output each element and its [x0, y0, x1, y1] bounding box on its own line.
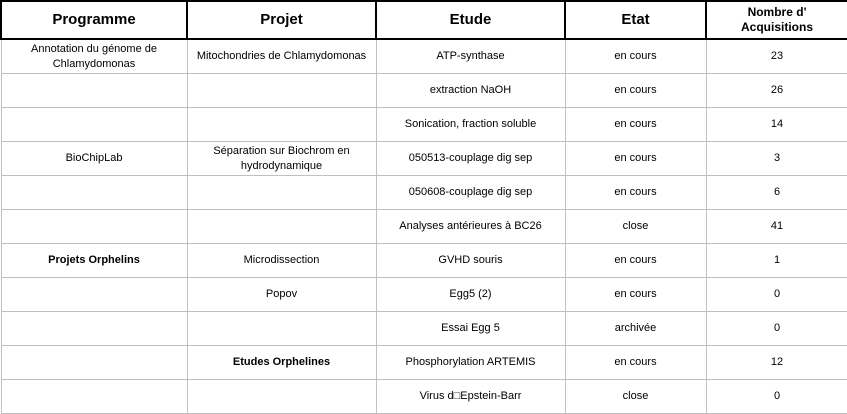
cell-projet [186, 107, 377, 142]
table-row: extraction NaOH en cours 26 [0, 73, 847, 108]
cell-etude: 050513-couplage dig sep [375, 141, 566, 176]
cell-programme [0, 73, 188, 108]
cell-etude: Phosphorylation ARTEMIS [375, 345, 566, 380]
cell-programme [0, 345, 188, 380]
cell-projet [186, 175, 377, 210]
table-row: Essai Egg 5 archivée 0 [0, 311, 847, 346]
cell-etude: GVHD souris [375, 243, 566, 278]
cell-programme [0, 379, 188, 414]
cell-projet: Microdissection [186, 243, 377, 278]
cell-etat: en cours [564, 175, 707, 210]
cell-etude: 050608-couplage dig sep [375, 175, 566, 210]
cell-projet: Popov [186, 277, 377, 312]
cell-acquisitions: 6 [705, 175, 847, 210]
header-row: Programme Projet Etude Etat Nombre d' Ac… [0, 0, 847, 40]
cell-programme [0, 277, 188, 312]
cell-etude: Analyses antérieures à BC26 [375, 209, 566, 244]
cell-acquisitions: 23 [705, 38, 847, 74]
cell-acquisitions: 0 [705, 277, 847, 312]
cell-etude: Essai Egg 5 [375, 311, 566, 346]
cell-acquisitions: 1 [705, 243, 847, 278]
cell-etude: ATP-synthase [375, 38, 566, 74]
cell-etat: en cours [564, 345, 707, 380]
cell-projet: Mitochondries de Chlamydomonas [186, 38, 377, 74]
cell-acquisitions: 26 [705, 73, 847, 108]
table-row: Analyses antérieures à BC26 close 41 [0, 209, 847, 244]
cell-acquisitions: 3 [705, 141, 847, 176]
cell-programme: BioChipLab [0, 141, 188, 176]
cell-projet [186, 379, 377, 414]
cell-etat: en cours [564, 141, 707, 176]
col-header-etat: Etat [564, 0, 707, 40]
col-header-programme: Programme [0, 0, 188, 40]
cell-etat: close [564, 379, 707, 414]
cell-etat: en cours [564, 243, 707, 278]
cell-etude: Sonication, fraction soluble [375, 107, 566, 142]
cell-etat: en cours [564, 73, 707, 108]
cell-etat: en cours [564, 38, 707, 74]
table-body: Annotation du génome de Chlamydomonas Mi… [0, 38, 847, 414]
cell-etat: en cours [564, 107, 707, 142]
table-row: Annotation du génome de Chlamydomonas Mi… [0, 38, 847, 74]
cell-etat: close [564, 209, 707, 244]
cell-projet [186, 311, 377, 346]
table-row: Popov Egg5 (2) en cours 0 [0, 277, 847, 312]
cell-programme [0, 107, 188, 142]
cell-acquisitions: 0 [705, 311, 847, 346]
cell-acquisitions: 0 [705, 379, 847, 414]
table-row: 050608-couplage dig sep en cours 6 [0, 175, 847, 210]
col-header-projet: Projet [186, 0, 377, 40]
cell-projet [186, 73, 377, 108]
cell-programme: Projets Orphelins [0, 243, 188, 278]
cell-etat: en cours [564, 277, 707, 312]
cell-etude: Virus d□Epstein-Barr [375, 379, 566, 414]
table-row: Sonication, fraction soluble en cours 14 [0, 107, 847, 142]
table-header: Programme Projet Etude Etat Nombre d' Ac… [0, 0, 847, 40]
cell-etat: archivée [564, 311, 707, 346]
cell-etude: Egg5 (2) [375, 277, 566, 312]
cell-acquisitions: 12 [705, 345, 847, 380]
table-row: Projets Orphelins Microdissection GVHD s… [0, 243, 847, 278]
col-header-acquisitions: Nombre d' Acquisitions [705, 0, 847, 40]
cell-projet: Etudes Orphelines [186, 345, 377, 380]
cell-programme: Annotation du génome de Chlamydomonas [0, 38, 188, 74]
col-header-etude: Etude [375, 0, 566, 40]
cell-programme [0, 209, 188, 244]
table-row: BioChipLab Séparation sur Biochrom en hy… [0, 141, 847, 176]
table-row: Virus d□Epstein-Barr close 0 [0, 379, 847, 414]
cell-etude: extraction NaOH [375, 73, 566, 108]
table-row: Etudes Orphelines Phosphorylation ARTEMI… [0, 345, 847, 380]
cell-programme [0, 175, 188, 210]
cell-projet [186, 209, 377, 244]
cell-projet: Séparation sur Biochrom en hydrodynamiqu… [186, 141, 377, 176]
cell-programme [0, 311, 188, 346]
cell-acquisitions: 14 [705, 107, 847, 142]
cell-acquisitions: 41 [705, 209, 847, 244]
